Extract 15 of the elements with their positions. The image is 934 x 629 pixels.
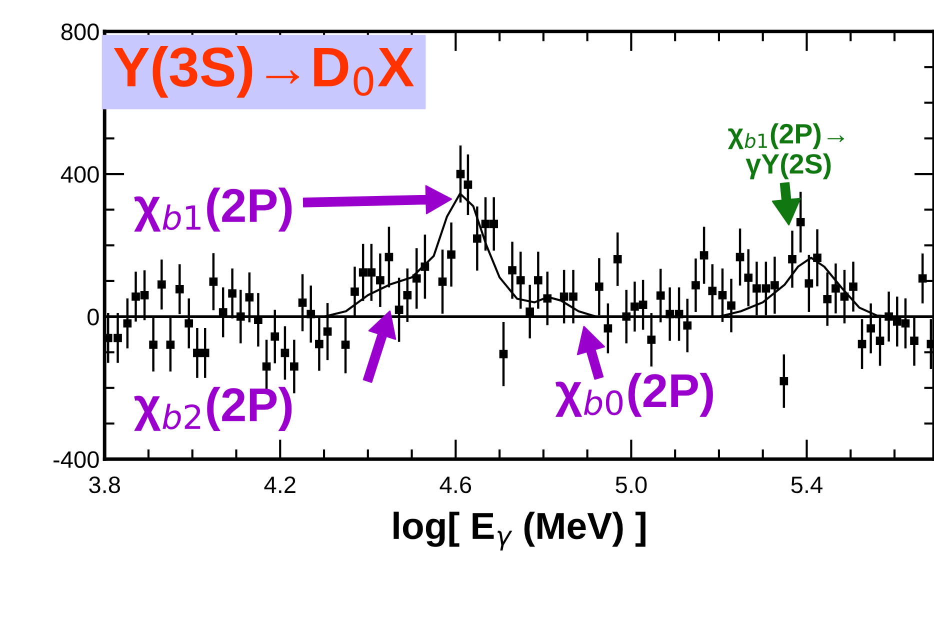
x-tick-label: 5.0 bbox=[616, 476, 647, 494]
x-tick-label: 4.2 bbox=[264, 476, 296, 493]
y-tick-label: -400 bbox=[54, 451, 99, 468]
annotation: χ$_{b1}$(2P)→ γΥ(2S) bbox=[728, 123, 844, 180]
annotation: χ$_{b0}$(2P) bbox=[555, 372, 713, 417]
annotation: χ$_{b2}$(2P) bbox=[134, 386, 292, 431]
annotation: χ$_{b1}$(2P) bbox=[134, 188, 292, 232]
x-axis-title: log[ E$_{γ}$ (MeV) ] bbox=[394, 512, 646, 551]
y-tick-label: 0 bbox=[88, 308, 99, 326]
x-tick-label: 3.8 bbox=[89, 476, 120, 494]
chart-title: Υ(3S)→D$_{0}$X bbox=[114, 46, 414, 98]
x-tick-label: 4.6 bbox=[440, 476, 472, 494]
y-tick-label: 400 bbox=[60, 166, 99, 183]
y-tick-label: 800 bbox=[61, 24, 99, 40]
x-tick-label: 5.4 bbox=[791, 476, 822, 494]
